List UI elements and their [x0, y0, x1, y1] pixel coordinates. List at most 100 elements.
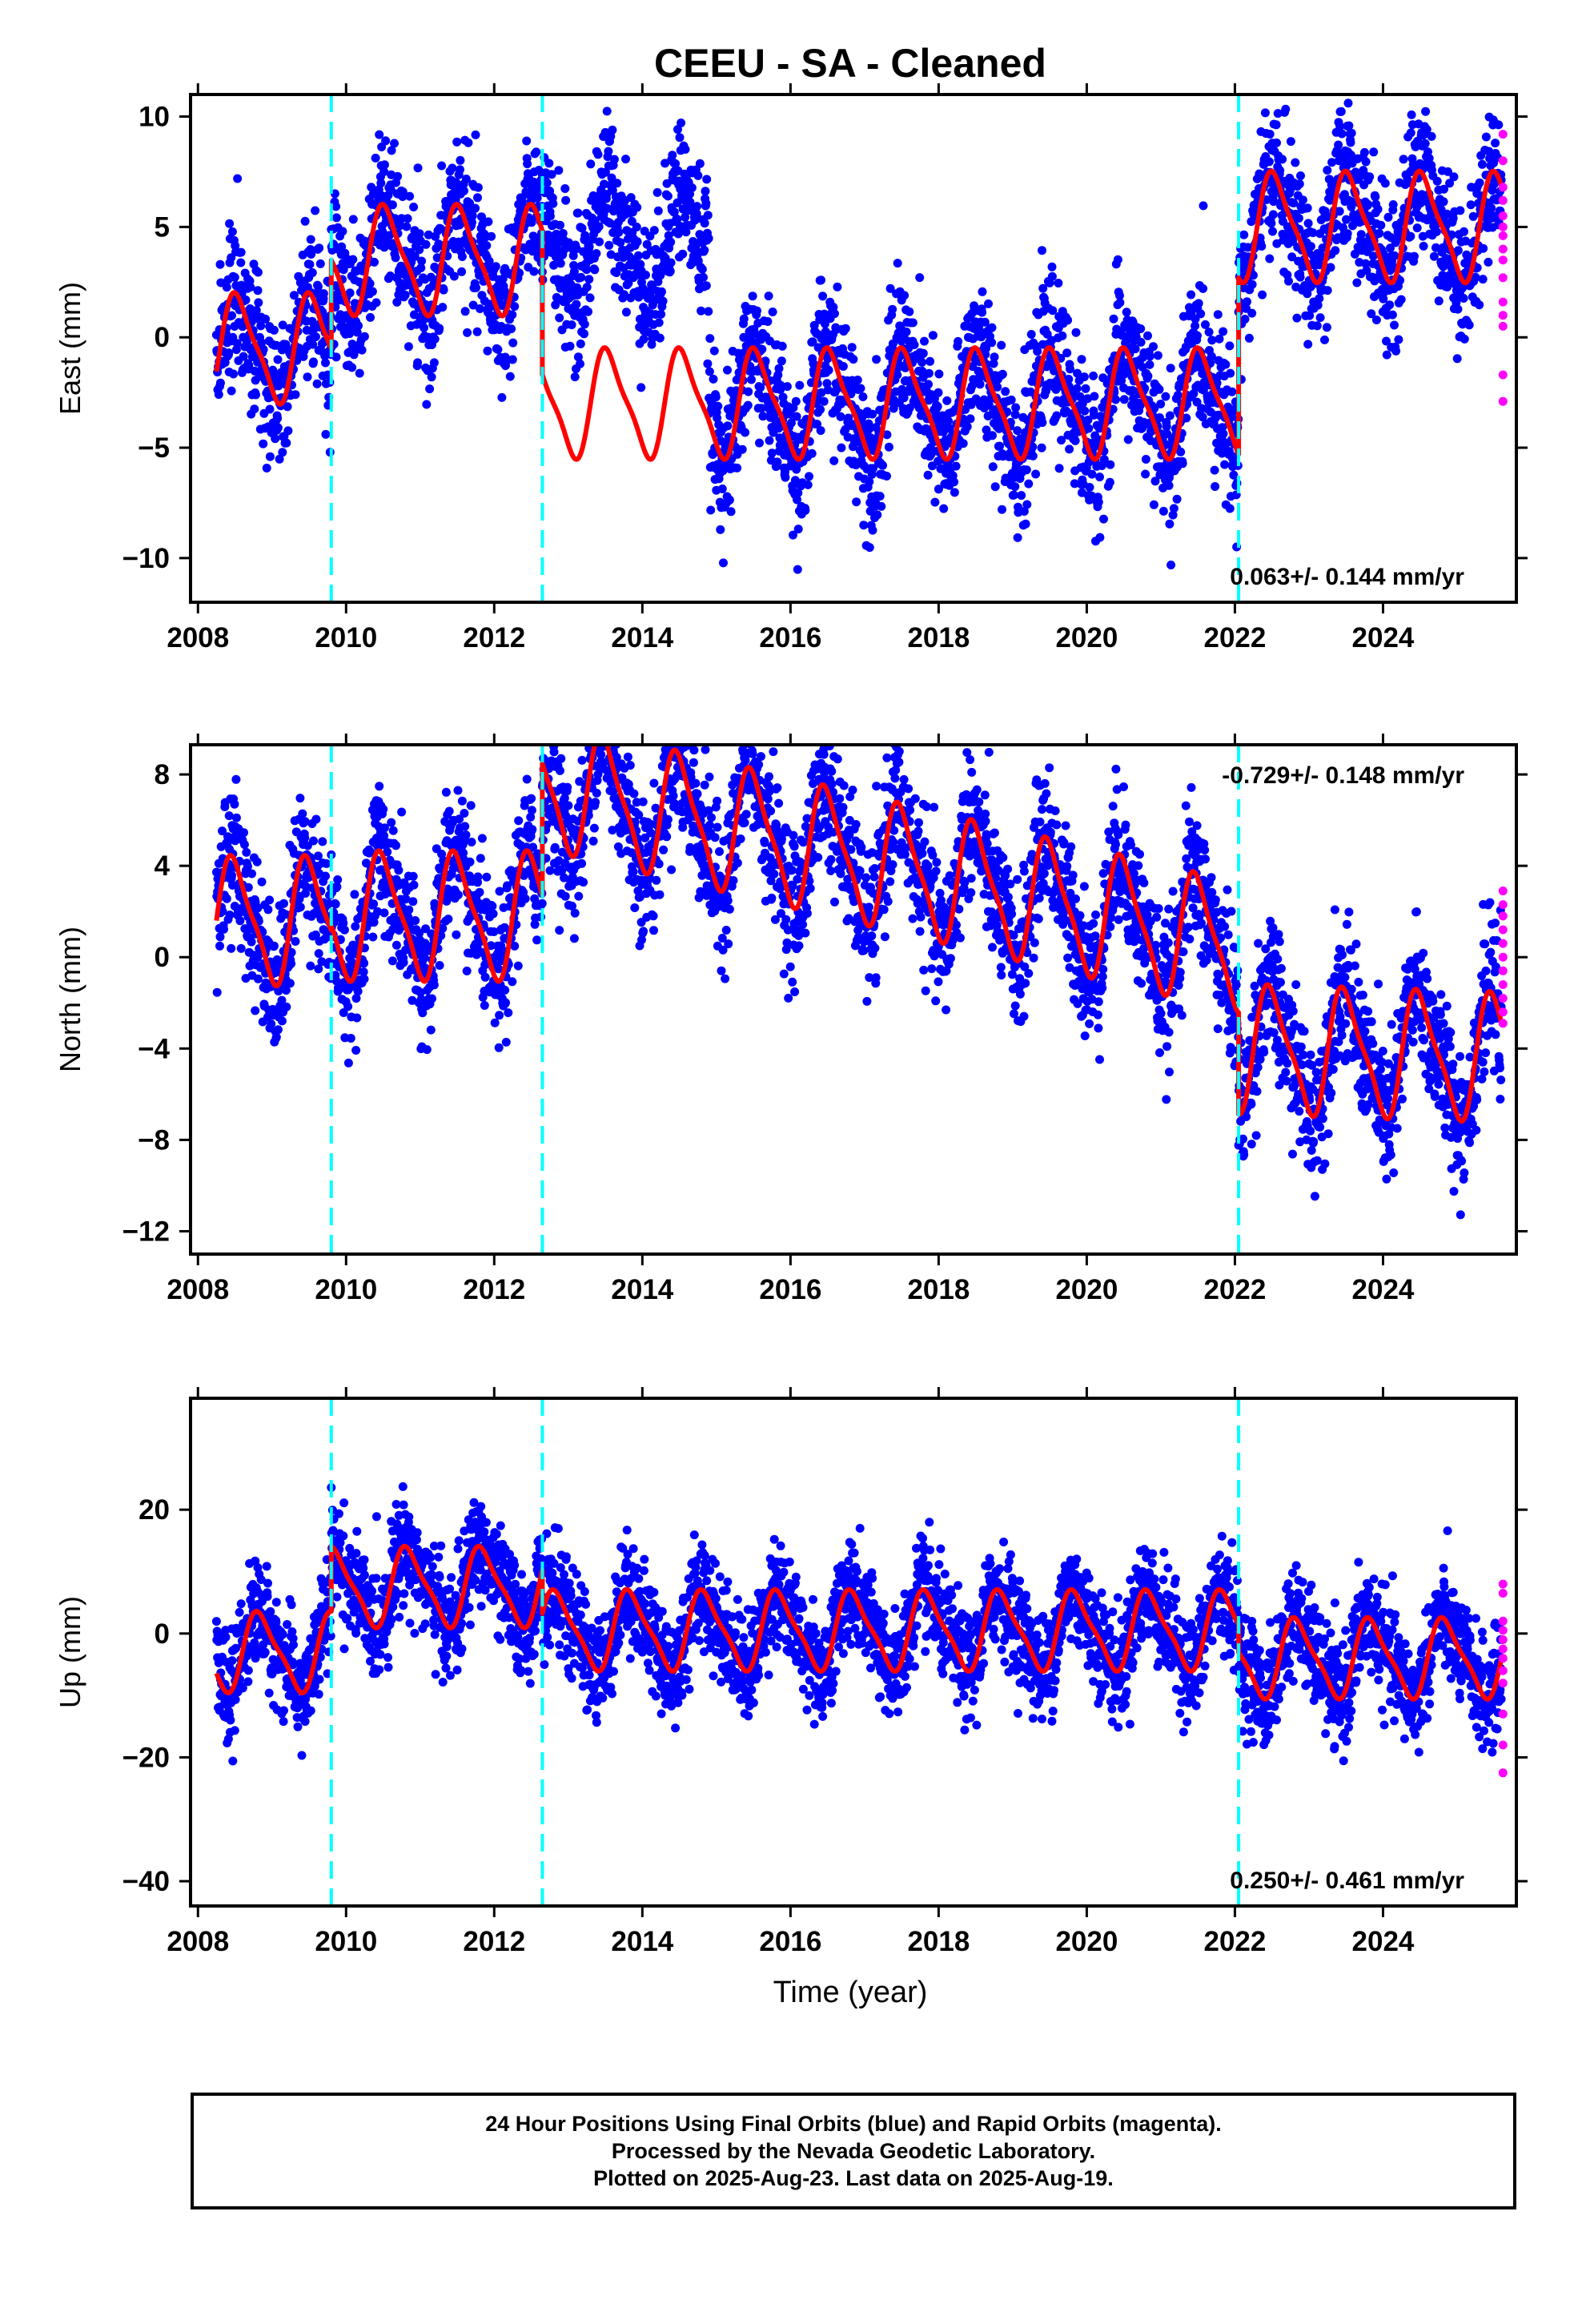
data-point — [764, 292, 773, 301]
data-point — [239, 352, 248, 361]
data-point — [592, 249, 601, 258]
data-point — [795, 380, 805, 390]
data-point — [908, 318, 917, 328]
data-point — [306, 235, 315, 244]
data-point — [582, 283, 592, 292]
data-point — [243, 862, 252, 871]
data-point — [528, 825, 537, 834]
data-point — [681, 145, 690, 154]
data-point — [348, 215, 358, 224]
data-point — [1464, 320, 1474, 330]
data-point — [653, 206, 663, 215]
data-point — [215, 932, 225, 942]
data-point — [1247, 279, 1257, 289]
data-point — [1247, 308, 1257, 318]
data-point — [624, 279, 633, 288]
data-point — [852, 497, 861, 507]
data-point — [998, 505, 1006, 514]
data-point — [793, 489, 803, 497]
data-point — [713, 413, 722, 423]
data-point — [256, 321, 266, 331]
data-point — [527, 806, 536, 815]
data-point — [565, 341, 575, 351]
data-point — [1295, 179, 1304, 189]
data-point — [982, 425, 991, 435]
data-point — [391, 253, 400, 263]
data-point — [471, 203, 480, 213]
data-point — [233, 174, 243, 183]
data-point — [321, 429, 331, 439]
data-point — [737, 444, 747, 454]
data-point — [990, 482, 1000, 492]
data-point — [444, 806, 454, 816]
data-point — [1344, 121, 1354, 131]
data-point — [1343, 99, 1353, 108]
data-point — [1258, 290, 1267, 300]
data-point — [421, 239, 431, 249]
data-point — [1155, 413, 1164, 422]
data-point — [383, 847, 392, 857]
data-point — [1052, 411, 1062, 420]
y-tick-label: −10 — [122, 543, 170, 574]
data-point — [215, 259, 225, 269]
data-point — [351, 994, 361, 1003]
x-tick-label: 2016 — [759, 622, 821, 653]
data-point — [1006, 395, 1016, 404]
data-point — [413, 163, 423, 173]
data-point — [632, 203, 642, 212]
data-point — [878, 460, 887, 470]
data-point — [307, 250, 316, 259]
data-point — [1449, 172, 1459, 182]
data-point — [351, 922, 360, 931]
data-point — [373, 907, 383, 916]
data-point — [1443, 167, 1452, 176]
data-point — [868, 525, 877, 535]
data-point — [319, 289, 328, 299]
data-point — [632, 237, 642, 247]
data-point — [554, 166, 564, 175]
data-point — [392, 915, 402, 925]
data-point — [491, 262, 500, 271]
data-point — [281, 986, 291, 995]
data-point — [580, 329, 588, 339]
data-point — [429, 358, 439, 368]
data-point — [681, 227, 691, 237]
data-point — [291, 937, 300, 946]
data-point — [633, 251, 643, 260]
data-point — [232, 339, 242, 348]
data-point — [404, 280, 414, 290]
data-point — [1484, 147, 1494, 156]
data-point — [753, 306, 761, 316]
data-point — [1115, 291, 1124, 300]
data-point — [1356, 230, 1366, 239]
data-point — [331, 213, 341, 223]
data-point — [1323, 166, 1332, 175]
data-point — [522, 774, 532, 784]
data-point — [1099, 455, 1109, 464]
data-point — [1089, 371, 1098, 380]
data-point — [1094, 497, 1103, 507]
data-point — [532, 935, 542, 945]
data-point — [246, 283, 255, 292]
data-point — [1367, 309, 1376, 319]
data-point — [915, 273, 925, 283]
data-point — [473, 872, 483, 882]
data-point — [1211, 482, 1220, 491]
data-point — [1033, 347, 1042, 356]
data-point — [273, 355, 283, 364]
data-point — [231, 813, 241, 822]
data-point — [556, 283, 566, 292]
data-point — [300, 216, 310, 226]
data-point — [415, 245, 424, 255]
data-point — [1141, 455, 1150, 464]
data-point — [934, 369, 944, 379]
data-point — [1207, 336, 1217, 345]
data-point — [251, 1006, 260, 1015]
data-point — [244, 360, 254, 370]
data-point — [548, 711, 556, 720]
data-point — [998, 369, 1007, 379]
data-point — [1042, 329, 1052, 339]
data-point — [545, 730, 554, 739]
data-point — [313, 851, 323, 861]
data-point — [1166, 364, 1175, 373]
